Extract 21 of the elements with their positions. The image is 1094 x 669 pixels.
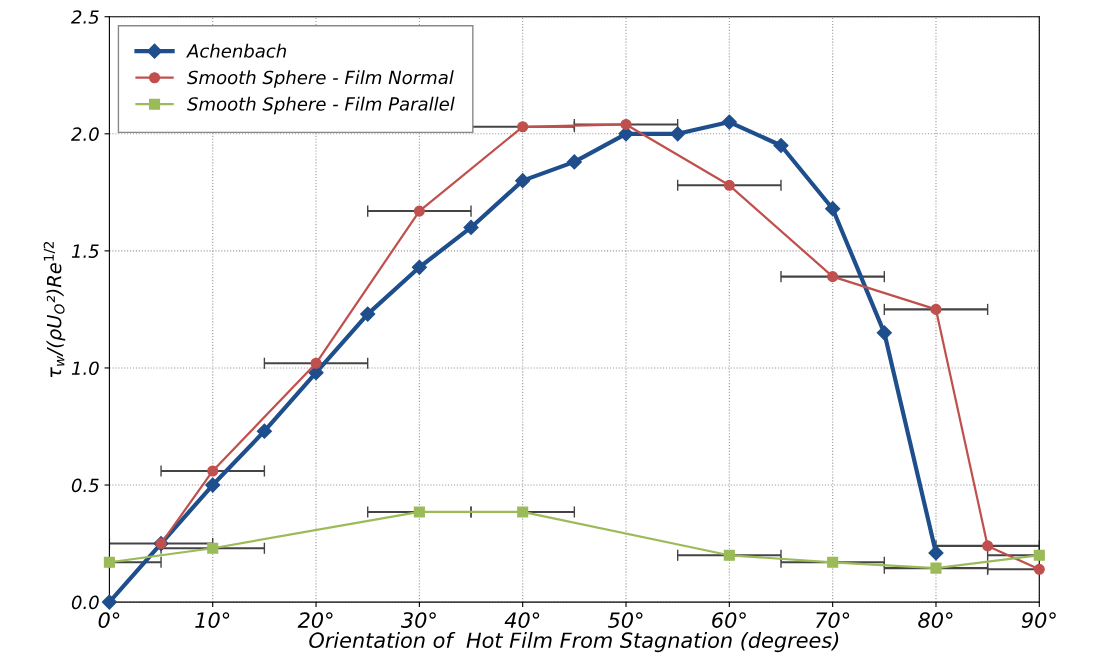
y-axis-title: τ$_{w}$/(ρU$_{O}$²)Re$^{1/2}$: [43, 242, 66, 378]
x-tick-label: 90°: [1021, 612, 1056, 628]
y-tick-label: 0.5: [71, 478, 99, 493]
y-tick-label: 0.0: [71, 595, 99, 610]
x-tick-label: 10°: [195, 612, 230, 628]
legend-label: Achenbach: [186, 43, 286, 58]
y-tick-label: 2.0: [71, 127, 99, 141]
x-tick-label: 30°: [400, 612, 436, 628]
x-tick-label: 40°: [504, 612, 540, 628]
legend-label: Smooth Sphere - Film Parallel: [187, 96, 455, 115]
legend-label: Smooth Sphere - Film Normal: [187, 70, 454, 88]
x-axis-title: Orientation of Hot Film From Stagnation (degrees): [309, 631, 839, 653]
x-tick-label: 50°: [607, 612, 643, 628]
x-tick-label: 60°: [712, 612, 746, 628]
y-tick-label: 1.5: [71, 244, 99, 258]
y-tick-label: 2.5: [71, 10, 99, 24]
x-tick-label: 0°: [98, 612, 120, 628]
x-tick-label: 20°: [297, 612, 333, 628]
x-tick-label: 70°: [816, 612, 850, 628]
x-tick-label: 80°: [918, 612, 953, 628]
y-tick-label: 1.0: [71, 361, 99, 376]
